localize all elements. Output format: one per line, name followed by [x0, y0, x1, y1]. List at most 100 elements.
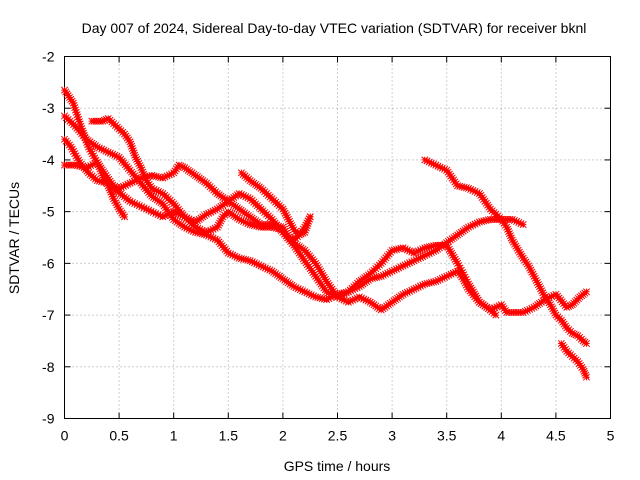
data-point-track-3 — [113, 183, 121, 191]
data-point-track-7 — [551, 309, 559, 317]
y-tick-label: -9 — [42, 411, 55, 427]
x-tick-label: 2.5 — [328, 428, 348, 444]
data-point-track-6 — [297, 230, 305, 238]
data-point-track-7 — [537, 285, 545, 293]
data-point-track-2 — [296, 286, 304, 294]
data-point-track-1 — [390, 246, 398, 254]
data-point-track-1 — [403, 246, 411, 254]
data-point-track-4 — [94, 161, 102, 169]
data-point-track-1 — [74, 113, 82, 121]
data-point-track-2 — [467, 222, 475, 230]
data-point-track-3 — [111, 182, 119, 190]
data-point-track-2 — [113, 152, 121, 160]
data-point-track-3 — [130, 177, 138, 185]
data-point-track-3 — [175, 161, 183, 169]
y-tick-label: -8 — [42, 359, 55, 375]
data-point-track-8 — [582, 373, 591, 381]
data-point-track-1 — [79, 127, 87, 135]
data-point-track-5 — [436, 275, 444, 283]
data-point-track-7 — [538, 287, 546, 295]
data-point-track-7 — [506, 232, 514, 240]
data-point-track-1 — [207, 208, 215, 216]
data-point-track-2 — [303, 289, 311, 297]
data-point-track-2 — [347, 287, 355, 295]
data-point-track-1 — [202, 210, 211, 218]
data-point-track-1 — [77, 122, 85, 130]
data-point-track-7 — [511, 240, 519, 248]
grid-lines — [64, 56, 611, 419]
data-point-track-5 — [353, 294, 361, 302]
data-point-track-2 — [314, 293, 322, 302]
data-point-track-5 — [141, 172, 149, 180]
data-point-track-2 — [517, 219, 525, 228]
data-point-track-4 — [71, 161, 79, 169]
data-point-track-7 — [539, 289, 547, 297]
data-point-track-7 — [456, 182, 464, 190]
data-point-track-2 — [349, 286, 357, 294]
data-point-track-5 — [133, 155, 141, 163]
data-point-track-5 — [194, 224, 202, 232]
y-tick-label: -5 — [42, 204, 55, 220]
data-point-track-2 — [421, 252, 429, 260]
data-point-track-1 — [445, 245, 453, 253]
data-point-track-3 — [301, 223, 309, 231]
data-point-track-2 — [482, 216, 490, 224]
y-tick-label: -4 — [42, 152, 55, 168]
data-point-track-7 — [531, 274, 539, 282]
data-point-track-1 — [75, 115, 83, 123]
data-point-track-1 — [156, 212, 164, 220]
y-axis-label: SDTVAR / TECUs — [6, 182, 22, 294]
data-point-track-1 — [565, 302, 573, 311]
x-tick-label: 4 — [497, 428, 505, 444]
data-point-track-7 — [570, 330, 578, 338]
data-point-track-5 — [355, 293, 363, 301]
data-point-track-7 — [549, 305, 557, 313]
data-point-track-5 — [416, 282, 425, 290]
data-point-track-1 — [406, 247, 414, 255]
data-point-track-5 — [131, 151, 139, 159]
data-point-track-4 — [76, 162, 84, 170]
data-point-track-4 — [80, 163, 88, 171]
data-point-track-8 — [581, 369, 589, 377]
data-point-track-3 — [133, 176, 141, 184]
data-point-track-1 — [87, 147, 95, 155]
x-tick-label: 1.5 — [219, 428, 239, 444]
data-point-track-6 — [284, 215, 292, 223]
data-point-track-7 — [505, 230, 514, 238]
data-point-track-5 — [312, 259, 320, 267]
data-point-track-4 — [102, 178, 110, 186]
data-points — [60, 86, 591, 381]
data-point-track-1 — [397, 244, 405, 252]
data-point-track-2 — [423, 251, 431, 259]
data-point-track-2 — [338, 289, 346, 297]
data-point-track-2 — [255, 261, 263, 269]
data-point-track-5 — [138, 166, 146, 174]
data-point-track-1 — [138, 203, 146, 211]
data-point-track-5 — [406, 287, 414, 295]
data-point-track-2 — [316, 294, 324, 302]
y-tick-label: -6 — [42, 255, 55, 271]
data-point-track-2 — [327, 293, 335, 302]
data-point-track-1 — [89, 152, 98, 160]
data-point-track-1 — [323, 288, 331, 296]
data-point-track-2 — [475, 218, 484, 226]
data-point-track-1 — [526, 305, 534, 313]
data-point-track-5 — [134, 157, 142, 166]
data-point-track-4 — [96, 165, 104, 173]
data-point-track-7 — [423, 157, 431, 165]
data-point-track-7 — [530, 272, 538, 280]
data-point-track-2 — [111, 151, 119, 159]
data-point-track-5 — [102, 115, 110, 123]
data-point-track-3 — [135, 175, 143, 183]
data-point-track-7 — [467, 185, 475, 193]
data-point-track-2 — [301, 288, 309, 296]
data-point-track-3 — [154, 173, 162, 181]
data-point-track-1 — [451, 255, 459, 263]
data-point-track-7 — [430, 160, 438, 168]
data-point-track-2 — [464, 223, 473, 231]
data-point-track-1 — [450, 253, 458, 261]
data-point-track-2 — [510, 216, 518, 224]
data-point-track-1 — [78, 125, 86, 133]
data-point-track-2 — [240, 255, 248, 263]
